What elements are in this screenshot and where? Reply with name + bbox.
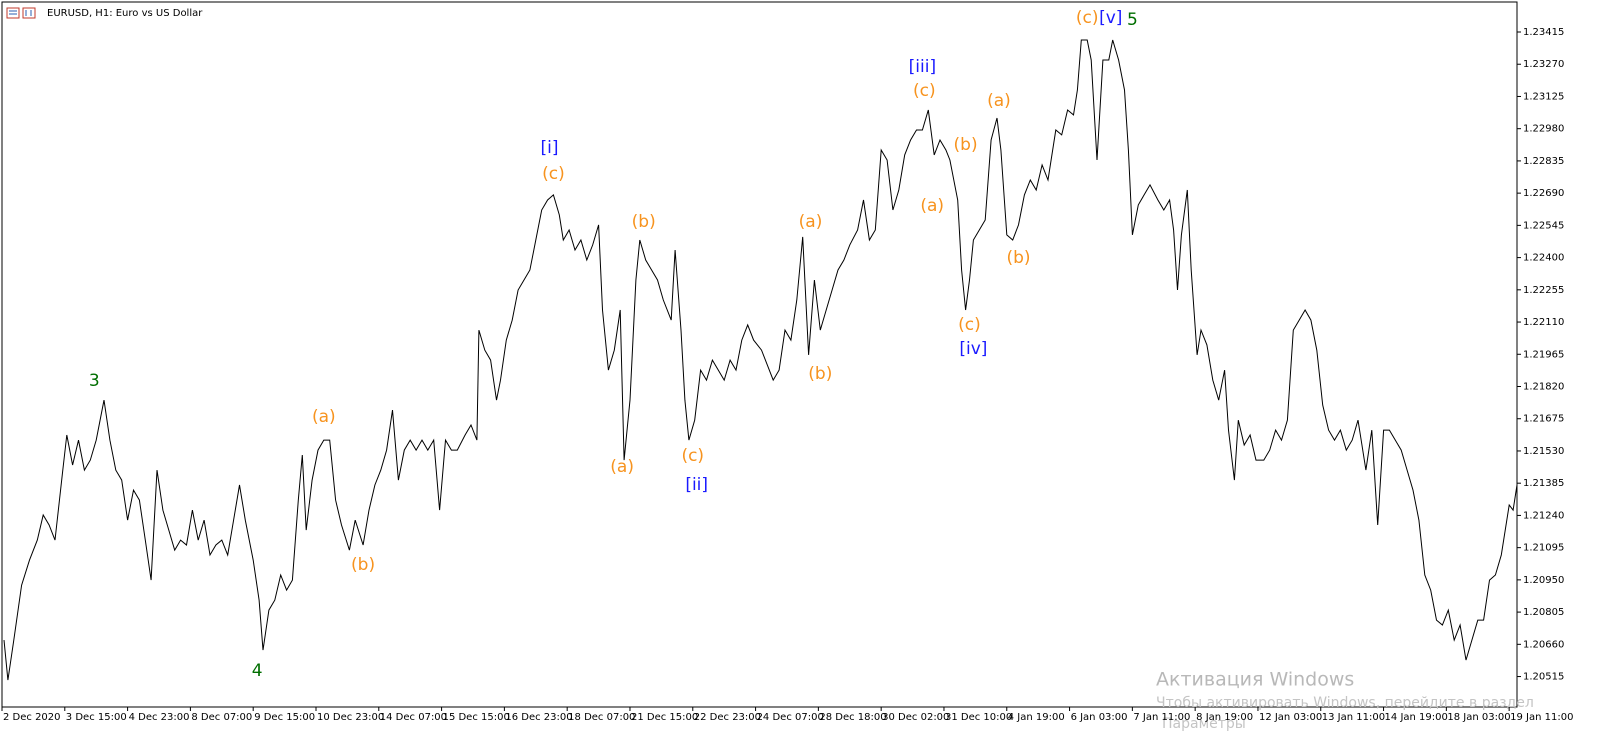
x-tick-label: 22 Dec 23:00 xyxy=(694,712,761,723)
wave-label: 5 xyxy=(1127,10,1138,30)
wave-label: (a) xyxy=(920,196,944,216)
price-line xyxy=(3,39,1518,681)
wave-label: (a) xyxy=(312,407,336,427)
y-tick-label: 1.20515 xyxy=(1523,672,1564,683)
x-tick-label: 19 Jan 11:00 xyxy=(1510,712,1573,723)
x-tick-label: 18 Dec 07:00 xyxy=(568,712,635,723)
wave-label: (b) xyxy=(1007,248,1031,268)
y-tick-label: 1.21675 xyxy=(1523,414,1564,425)
x-tick-label: 4 Dec 23:00 xyxy=(129,712,190,723)
wave-label: [ii] xyxy=(685,475,708,495)
y-tick-label: 1.22400 xyxy=(1523,253,1564,264)
plot-frame xyxy=(1,1,1518,708)
x-tick-label: 21 Dec 15:00 xyxy=(631,712,698,723)
watermark-line: Параметры xyxy=(1162,716,1246,732)
x-tick-label: 30 Dec 02:00 xyxy=(882,712,949,723)
wave-label: (c) xyxy=(958,315,981,335)
watermark-line: Чтобы активировать Windows, перейдите в … xyxy=(1156,695,1534,711)
y-tick-label: 1.21530 xyxy=(1523,446,1564,457)
x-tick-label: 18 Jan 03:00 xyxy=(1447,712,1510,723)
x-tick-label: 15 Dec 15:00 xyxy=(443,712,510,723)
x-tick-label: 16 Dec 23:00 xyxy=(505,712,572,723)
wave-label: (a) xyxy=(610,457,634,477)
wave-label: (b) xyxy=(632,212,656,232)
x-tick-label: 24 Dec 07:00 xyxy=(757,712,824,723)
y-tick-label: 1.23415 xyxy=(1523,27,1564,38)
wave-label: (c) xyxy=(913,81,936,101)
wave-label: (b) xyxy=(808,364,832,384)
y-tick-label: 1.23270 xyxy=(1523,59,1564,70)
x-tick-label: 4 Jan 19:00 xyxy=(1008,712,1065,723)
y-tick-label: 1.23125 xyxy=(1523,91,1564,102)
wave-label: (b) xyxy=(351,555,375,575)
y-tick-label: 1.22255 xyxy=(1523,285,1564,296)
icon xyxy=(6,7,20,19)
x-tick-label: 12 Jan 03:00 xyxy=(1259,712,1322,723)
watermark-title: Активация Windows xyxy=(1156,669,1354,691)
y-tick-label: 1.21820 xyxy=(1523,382,1564,393)
x-tick-label: 3 Dec 15:00 xyxy=(66,712,127,723)
wave-label: (a) xyxy=(987,91,1011,111)
x-tick-label: 14 Jan 19:00 xyxy=(1385,712,1448,723)
x-tick-label: 10 Dec 23:00 xyxy=(317,712,384,723)
x-tick-label: 2 Dec 2020 xyxy=(3,712,61,723)
x-tick-label: 13 Jan 11:00 xyxy=(1322,712,1385,723)
icon xyxy=(22,7,36,19)
y-tick-label: 1.22980 xyxy=(1523,124,1564,135)
wave-label: (a) xyxy=(799,212,823,232)
wave-label: (b) xyxy=(954,135,978,155)
window-icons xyxy=(6,7,36,19)
x-tick-label: 8 Dec 07:00 xyxy=(191,712,252,723)
y-tick-label: 1.21965 xyxy=(1523,349,1564,360)
y-tick-label: 1.21385 xyxy=(1523,478,1564,489)
y-tick-label: 1.20660 xyxy=(1523,639,1564,650)
wave-label: 4 xyxy=(252,661,263,681)
wave-label: 3 xyxy=(89,371,100,391)
wave-label: [iv] xyxy=(959,339,987,359)
y-tick-label: 1.20805 xyxy=(1523,607,1564,618)
x-tick-label: 7 Jan 11:00 xyxy=(1133,712,1190,723)
x-tick-label: 8 Jan 19:00 xyxy=(1196,712,1253,723)
y-tick-label: 1.21095 xyxy=(1523,543,1564,554)
wave-label: [iii] xyxy=(909,57,936,77)
y-tick-label: 1.22690 xyxy=(1523,188,1564,199)
y-tick-label: 1.20950 xyxy=(1523,575,1564,586)
y-tick-label: 1.22545 xyxy=(1523,220,1564,231)
x-tick-label: 9 Dec 15:00 xyxy=(254,712,315,723)
x-tick-label: 28 Dec 18:00 xyxy=(819,712,886,723)
wave-label: [v] xyxy=(1099,8,1122,28)
wave-label: (c) xyxy=(1076,8,1099,28)
y-tick-label: 1.21240 xyxy=(1523,510,1564,521)
wave-label: [i] xyxy=(541,138,559,158)
y-tick-label: 1.22835 xyxy=(1523,156,1564,167)
y-tick-label: 1.22110 xyxy=(1523,317,1564,328)
wave-label: (c) xyxy=(542,164,565,184)
x-tick-label: 6 Jan 03:00 xyxy=(1071,712,1128,723)
x-tick-label: 31 Dec 10:00 xyxy=(945,712,1012,723)
wave-label: (c) xyxy=(681,446,704,466)
x-tick-label: 14 Dec 07:00 xyxy=(380,712,447,723)
chart-title: EURUSD, H1: Euro vs US Dollar xyxy=(47,8,203,19)
